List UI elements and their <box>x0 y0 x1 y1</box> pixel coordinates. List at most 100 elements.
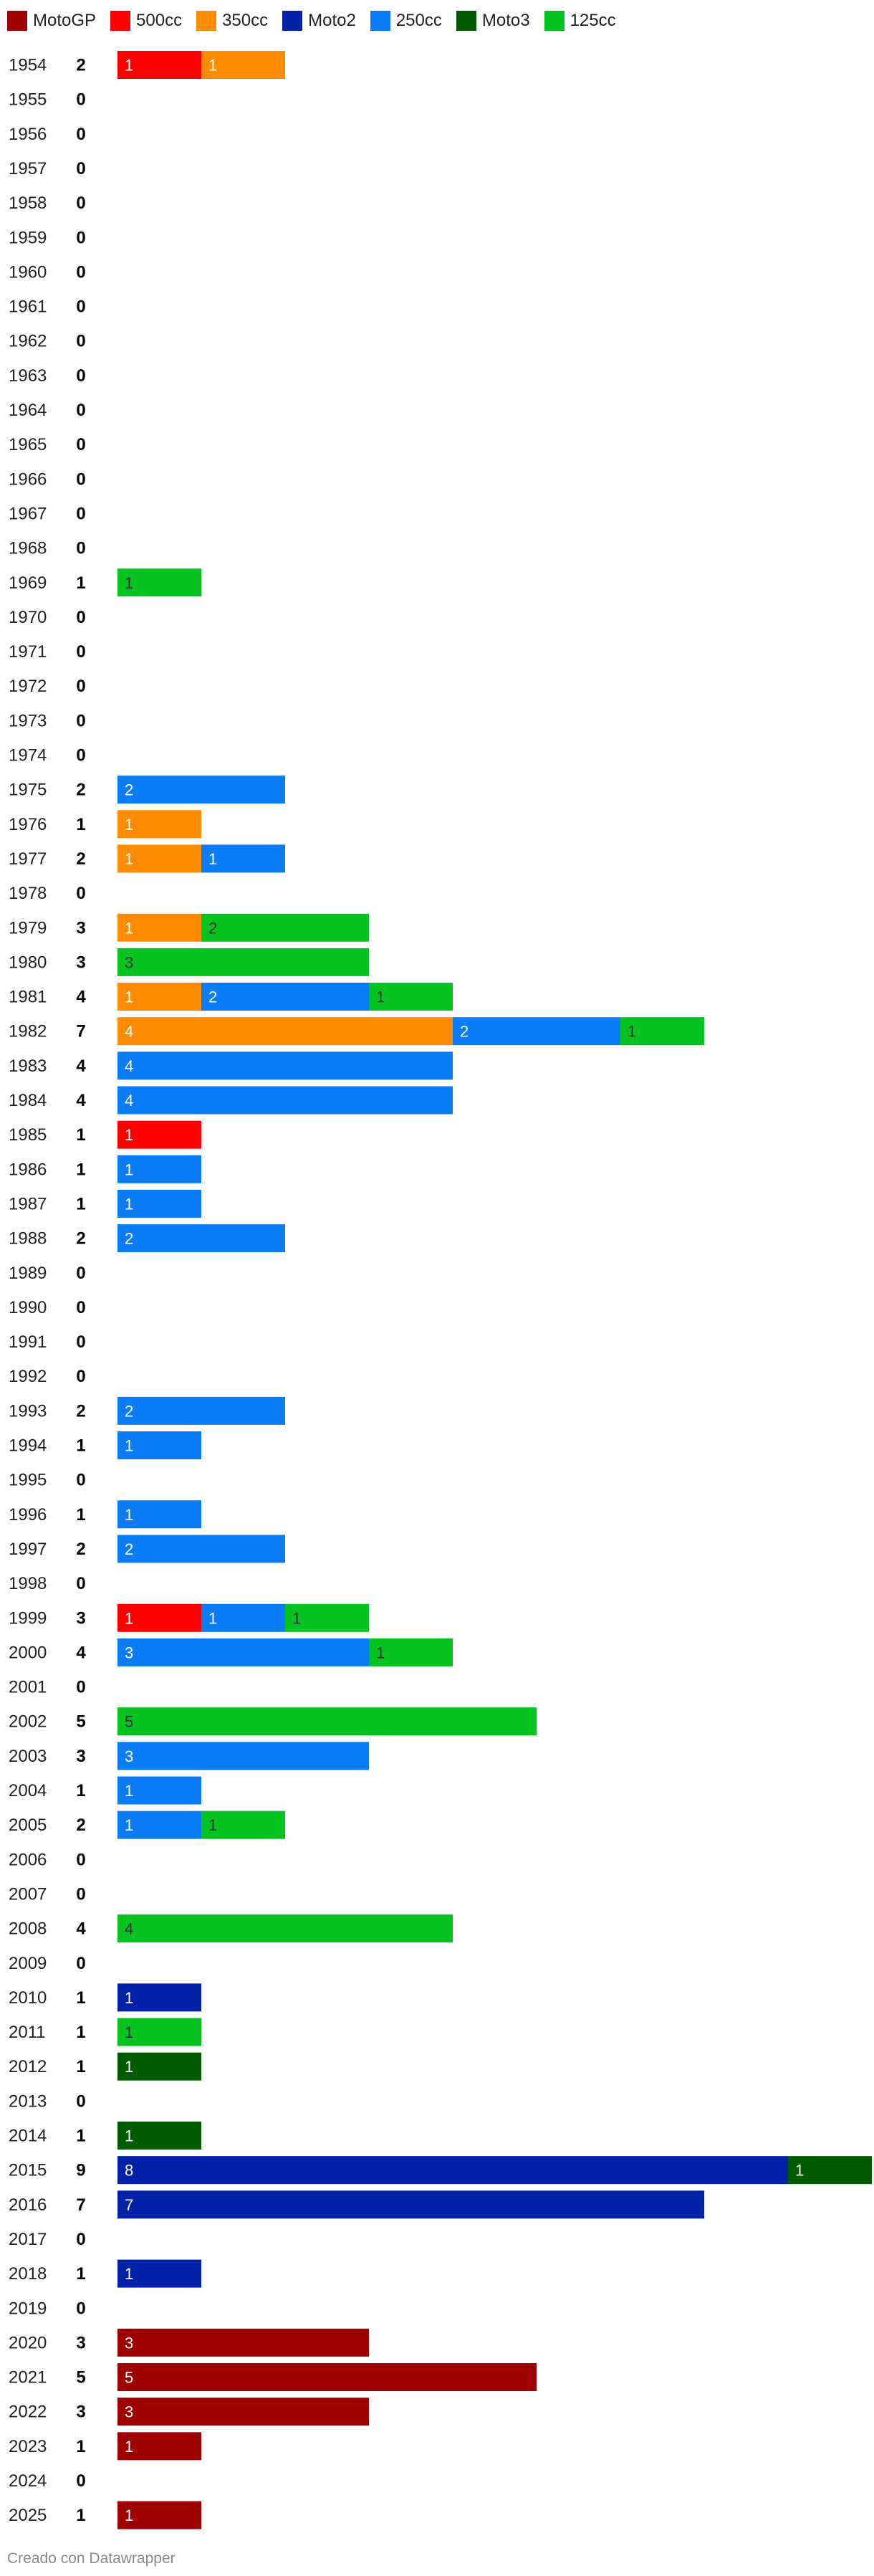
total-label: 4 <box>76 988 86 1007</box>
legend-item-motogp[interactable]: MotoGP <box>7 11 96 31</box>
bar-segment-125cc-2005[interactable] <box>201 1811 285 1839</box>
bar-value-label: 1 <box>125 1782 133 1800</box>
bar-segment-125cc-1981[interactable] <box>369 983 453 1011</box>
bar-segment-250cc-1981[interactable] <box>201 983 369 1011</box>
bar-value-label: 1 <box>125 1989 133 2007</box>
bar-segment-350cc-1977[interactable] <box>117 844 201 873</box>
total-label: 1 <box>76 1436 85 1456</box>
year-label: 2020 <box>9 2333 47 2352</box>
bar-segment-250cc-1983[interactable] <box>117 1051 453 1080</box>
bar-segment-250cc-2004[interactable] <box>117 1776 201 1805</box>
bar-value-label: 1 <box>125 816 133 834</box>
bar-value-label: 2 <box>460 1023 469 1041</box>
bar-value-label: 5 <box>125 2369 133 2387</box>
bar-segment-motogp-2025[interactable] <box>117 2501 201 2529</box>
total-label: 5 <box>76 1712 85 1732</box>
bar-value-label: 1 <box>125 1609 133 1627</box>
bar-segment-250cc-1975[interactable] <box>117 776 285 804</box>
bar-segment-250cc-1984[interactable] <box>117 1086 453 1115</box>
year-label: 1960 <box>9 262 47 282</box>
year-label: 2014 <box>9 2127 47 2146</box>
year-label: 1974 <box>9 746 47 765</box>
bar-segment-250cc-1999[interactable] <box>201 1603 285 1632</box>
bar-segment-250cc-2003[interactable] <box>117 1742 369 1770</box>
year-label: 1998 <box>9 1574 47 1593</box>
legend-item-500cc[interactable]: 500cc <box>110 11 182 31</box>
bar-segment-moto2-2018[interactable] <box>117 2259 201 2288</box>
total-label: 0 <box>76 435 85 454</box>
bar-segment-250cc-1996[interactable] <box>117 1500 201 1529</box>
year-label: 1959 <box>9 228 47 247</box>
bar-value-label: 4 <box>125 1092 133 1110</box>
bar-segment-motogp-2020[interactable] <box>117 2328 369 2357</box>
bar-segment-350cc-1981[interactable] <box>117 983 201 1011</box>
bar-value-label: 1 <box>125 2023 133 2041</box>
legend-swatch <box>110 11 131 31</box>
bar-segment-350cc-1976[interactable] <box>117 810 201 839</box>
bar-value-label: 1 <box>125 1437 133 1455</box>
total-label: 0 <box>76 228 85 247</box>
legend-item-moto3[interactable]: Moto3 <box>456 11 530 31</box>
bar-segment-motogp-2022[interactable] <box>117 2398 369 2426</box>
bar-segment-125cc-2008[interactable] <box>117 1914 453 1943</box>
datawrapper-credit[interactable]: Creado con Datawrapper <box>7 2550 176 2567</box>
bar-segment-500cc-1985[interactable] <box>117 1120 201 1149</box>
year-label: 2009 <box>9 1954 47 1973</box>
legend-swatch <box>544 11 565 31</box>
bar-segment-250cc-2000[interactable] <box>117 1638 369 1666</box>
bar-segment-500cc-1954[interactable] <box>117 51 201 79</box>
bar-segment-motogp-2021[interactable] <box>117 2363 537 2392</box>
bar-segment-250cc-1993[interactable] <box>117 1396 285 1425</box>
bar-segment-125cc-1979[interactable] <box>201 913 369 942</box>
bar-segment-motogp-2023[interactable] <box>117 2432 201 2461</box>
year-label: 1967 <box>9 504 47 523</box>
legend-item-350cc[interactable]: 350cc <box>196 11 268 31</box>
bar-value-label: 1 <box>125 988 133 1006</box>
year-label: 1992 <box>9 1367 47 1386</box>
bar-segment-125cc-2002[interactable] <box>117 1707 537 1736</box>
bar-segment-250cc-1986[interactable] <box>117 1155 201 1183</box>
bar-segment-125cc-2011[interactable] <box>117 2018 201 2046</box>
legend-item-moto2[interactable]: Moto2 <box>282 11 356 31</box>
year-label: 1975 <box>9 781 47 800</box>
bar-segment-125cc-1980[interactable] <box>117 948 369 976</box>
total-label: 0 <box>76 125 85 144</box>
bar-segment-500cc-1999[interactable] <box>117 1603 201 1632</box>
legend-item-250cc[interactable]: 250cc <box>370 11 442 31</box>
bar-segment-moto2-2016[interactable] <box>117 2190 704 2219</box>
bar-segment-125cc-1999[interactable] <box>285 1603 369 1632</box>
bar-segment-250cc-1977[interactable] <box>201 844 285 873</box>
bar-value-label: 4 <box>125 1023 133 1041</box>
bar-segment-350cc-1982[interactable] <box>117 1017 453 1046</box>
legend-label: MotoGP <box>33 11 97 30</box>
bar-segment-moto3-2012[interactable] <box>117 2052 201 2081</box>
legend-label: 500cc <box>136 11 183 30</box>
bar-segment-moto3-2014[interactable] <box>117 2122 201 2150</box>
bar-value-label: 1 <box>795 2162 804 2180</box>
bar-segment-125cc-2000[interactable] <box>369 1638 453 1666</box>
bar-segment-250cc-1994[interactable] <box>117 1431 201 1459</box>
year-label: 2017 <box>9 2230 47 2249</box>
bar-value-label: 1 <box>125 2265 133 2283</box>
bar-segment-125cc-1969[interactable] <box>117 568 201 597</box>
bar-segment-moto2-2015[interactable] <box>117 2156 788 2185</box>
total-label: 7 <box>76 2195 85 2215</box>
bar-segment-250cc-1987[interactable] <box>117 1189 201 1218</box>
bar-segment-moto3-2015[interactable] <box>788 2156 872 2185</box>
bar-segment-250cc-2005[interactable] <box>117 1811 201 1839</box>
bar-segment-350cc-1979[interactable] <box>117 913 201 942</box>
bar-segment-moto2-2010[interactable] <box>117 1983 201 2012</box>
bar-segment-250cc-1988[interactable] <box>117 1224 285 1253</box>
total-label: 0 <box>76 1332 85 1352</box>
bar-segment-350cc-1954[interactable] <box>201 51 285 79</box>
bar-value-label: 1 <box>125 1160 133 1178</box>
bar-segment-250cc-1982[interactable] <box>453 1017 620 1046</box>
bar-segment-125cc-1982[interactable] <box>620 1017 704 1046</box>
year-label: 2002 <box>9 1712 47 1732</box>
total-label: 3 <box>76 918 85 938</box>
legend-item-125cc[interactable]: 125cc <box>544 11 616 31</box>
total-label: 0 <box>76 469 85 489</box>
bar-segment-250cc-1997[interactable] <box>117 1535 285 1563</box>
year-label: 2019 <box>9 2299 47 2318</box>
year-label: 1996 <box>9 1505 47 1525</box>
